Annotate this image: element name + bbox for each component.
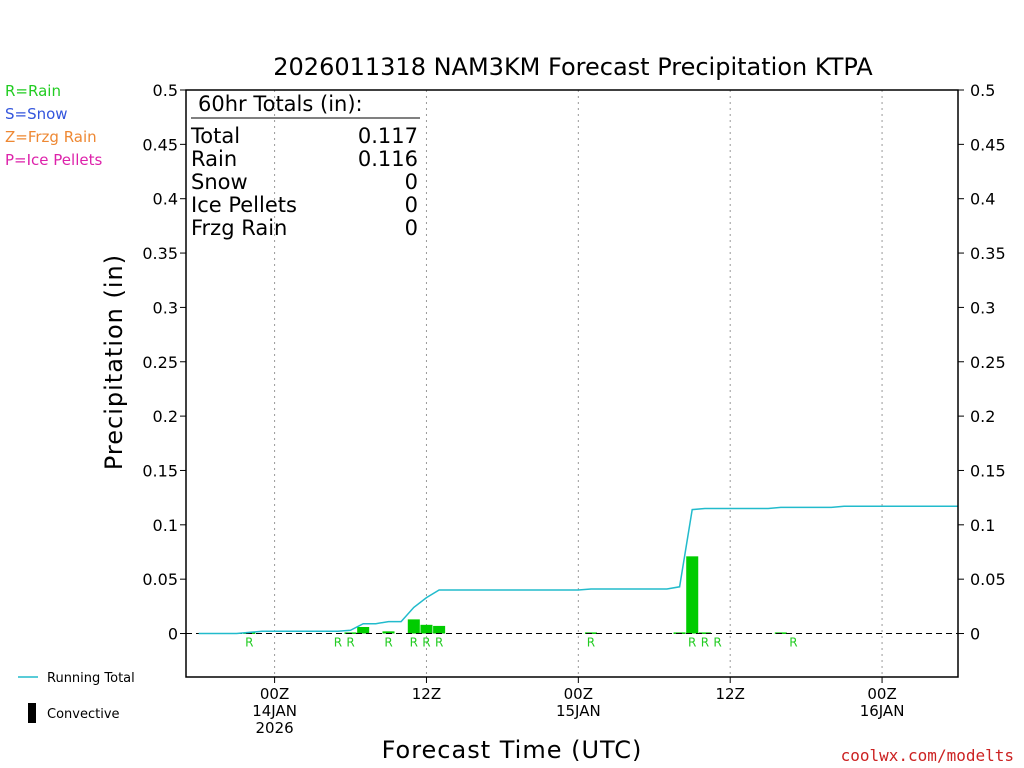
rain-bar <box>407 619 420 634</box>
totals-row-value: 0 <box>405 193 418 217</box>
y-tick-label-left: 0.2 <box>153 407 178 426</box>
legend-key-0: R=Rain <box>5 82 61 100</box>
precip-type-mark: R <box>346 636 354 650</box>
totals-row-label: Rain <box>191 147 237 171</box>
y-tick-label-right: 0 <box>970 625 980 644</box>
x-tick-label: 12Z <box>716 685 745 703</box>
precip-type-mark: R <box>587 636 595 650</box>
y-tick-label-left: 0.3 <box>153 298 178 317</box>
x-tick-label: 14JAN <box>252 702 297 720</box>
precip-type-mark: R <box>789 636 797 650</box>
x-tick-label: 00Z <box>260 685 289 703</box>
y-tick-label-left: 0.35 <box>142 244 178 263</box>
y-tick-label-right: 0.5 <box>970 81 995 100</box>
y-tick-label-right: 0.1 <box>970 516 995 535</box>
x-tick-label: 2026 <box>255 719 293 737</box>
y-tick-label-right: 0.35 <box>970 244 1006 263</box>
y-axis-left: 0 0.05 0.1 0.15 0.2 0.25 0.3 0.35 0.4 0.45 0.5 <box>142 81 186 644</box>
totals-row-value: 0.116 <box>358 147 418 171</box>
y-tick-label-left: 0.15 <box>142 461 178 480</box>
x-tick-label: 15JAN <box>556 702 601 720</box>
totals-box: 60hr Totals (in): Total 0.117 Rain 0.116 Sno… <box>190 92 420 240</box>
precip-type-legend: R=Rain S=Snow Z=Frzg Rain P=Ice Pellets <box>5 82 102 169</box>
y-tick-label-left: 0.4 <box>153 190 178 209</box>
running-total-legend: Running Total <box>18 671 135 686</box>
x-tick-label: 00Z <box>564 685 593 703</box>
convective-legend-swatch <box>28 703 36 723</box>
convective-legend: Convective <box>28 703 120 723</box>
y-axis-label: Precipitation (in) <box>100 254 128 470</box>
y-tick-label-right: 0.2 <box>970 407 995 426</box>
convective-legend-label: Convective <box>47 707 120 722</box>
totals-row-value: 0.117 <box>358 124 418 148</box>
x-tick-label: 12Z <box>412 685 441 703</box>
y-tick-label-right: 0.25 <box>970 353 1006 372</box>
chart-title: 2026011318 NAM3KM Forecast Precipitation… <box>273 53 873 81</box>
legend-key-3: P=Ice Pellets <box>5 151 102 169</box>
rain-bar <box>433 625 446 634</box>
y-tick-label-left: 0.5 <box>153 81 178 100</box>
y-tick-label-right: 0.4 <box>970 190 995 209</box>
running-total-line <box>198 505 958 635</box>
rain-bars <box>243 556 787 634</box>
precip-type-mark: R <box>410 636 418 650</box>
y-tick-label-left: 0.05 <box>142 570 178 589</box>
y-tick-label-left: 0.45 <box>142 135 178 154</box>
y-tick-label-left: 0.25 <box>142 353 178 372</box>
precip-type-mark: R <box>435 636 443 650</box>
totals-row-value: 0 <box>405 216 418 240</box>
plot-frame <box>185 89 959 678</box>
y-tick-label-right: 0.45 <box>970 135 1006 154</box>
y-tick-label-left: 0.1 <box>153 516 178 535</box>
rain-bar <box>686 556 699 634</box>
precip-type-mark: R <box>245 636 253 650</box>
rain-bar <box>420 624 433 634</box>
precip-type-mark: R <box>334 636 342 650</box>
totals-row-value: 0 <box>405 170 418 194</box>
rain-bar <box>382 631 395 634</box>
totals-row-label: Ice Pellets <box>191 193 297 217</box>
y-axis-right: 0 0.05 0.1 0.15 0.2 0.25 0.3 0.35 0.4 0.45 0.5 <box>958 81 1006 644</box>
y-tick-label-right: 0.3 <box>970 298 995 317</box>
x-tick-label: 16JAN <box>860 702 905 720</box>
x-axis-label: Forecast Time (UTC) <box>382 736 643 764</box>
totals-row-label: Frzg Rain <box>191 216 287 240</box>
running-total-legend-label: Running Total <box>47 671 135 686</box>
rain-bar <box>357 626 370 634</box>
precip-type-mark: R <box>688 636 696 650</box>
vertical-grid <box>274 90 883 677</box>
totals-row-label: Snow <box>191 170 248 194</box>
y-tick-label-right: 0.05 <box>970 570 1006 589</box>
y-tick-label-left: 0 <box>168 625 178 644</box>
credit-text: coolwx.com/modelts <box>841 746 1014 765</box>
totals-row-label: Total <box>190 124 240 148</box>
legend-key-1: S=Snow <box>5 105 68 123</box>
precip-type-mark: R <box>422 636 430 650</box>
legend-key-2: Z=Frzg Rain <box>5 128 97 146</box>
precip-type-mark: R <box>701 636 709 650</box>
x-tick-label: 00Z <box>867 685 896 703</box>
precip-type-mark: R <box>713 636 721 650</box>
totals-header: 60hr Totals (in): <box>198 92 363 116</box>
rain-bar <box>698 632 711 634</box>
y-tick-label-right: 0.15 <box>970 461 1006 480</box>
precip-type-mark: R <box>384 636 392 650</box>
